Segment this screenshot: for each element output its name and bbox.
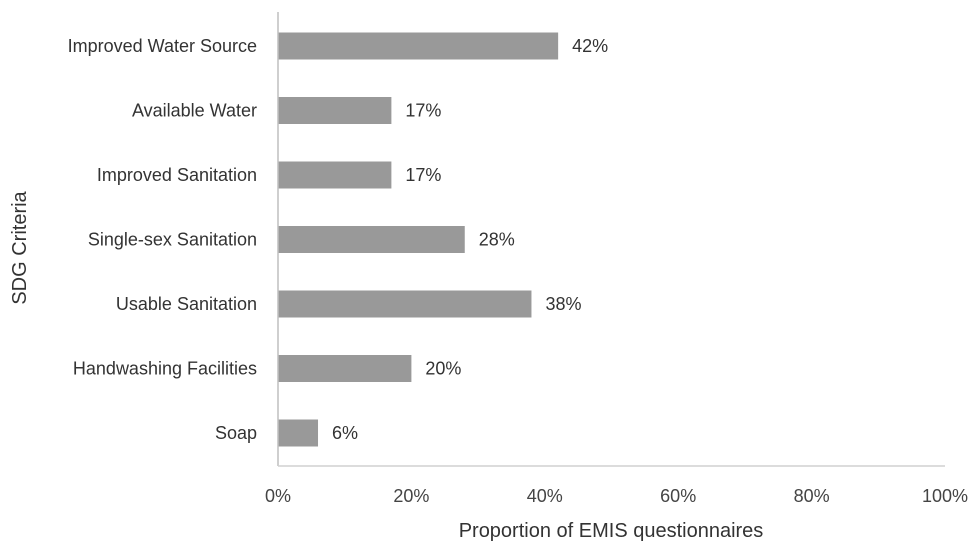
data-label: 20% — [425, 359, 461, 379]
x-tick-label: 40% — [527, 486, 563, 506]
bar — [278, 161, 392, 189]
data-label: 42% — [572, 36, 608, 56]
x-tick-label: 80% — [794, 486, 830, 506]
x-tick-labels: 0% 20% 40% 60% 80% 100% — [265, 486, 968, 506]
category-label: Single-sex Sanitation — [88, 230, 257, 250]
x-axis-title: Proportion of EMIS questionnaires — [459, 520, 764, 542]
x-tick-label: 20% — [393, 486, 429, 506]
category-label: Usable Sanitation — [116, 294, 257, 314]
y-axis-title: SDG Criteria — [9, 190, 31, 304]
bar — [278, 419, 319, 447]
data-label: 38% — [545, 294, 581, 314]
x-tick-label: 100% — [922, 486, 968, 506]
data-label: 6% — [332, 423, 358, 443]
category-label: Soap — [215, 423, 257, 443]
data-labels: 42% 17% 17% 28% 38% 20% 6% — [332, 36, 608, 443]
category-label: Handwashing Facilities — [73, 359, 257, 379]
bars-layer — [278, 32, 559, 447]
bar — [278, 355, 412, 382]
data-label: 28% — [479, 230, 515, 250]
bar — [278, 290, 532, 318]
data-label: 17% — [405, 165, 441, 185]
category-labels: Improved Water Source Available Water Impr… — [68, 36, 257, 443]
x-tick-label: 60% — [660, 486, 696, 506]
bar — [278, 226, 465, 253]
data-label: 17% — [405, 101, 441, 121]
category-label: Improved Water Source — [68, 36, 257, 56]
bar — [278, 32, 559, 60]
x-tick-label: 0% — [265, 486, 291, 506]
bar — [278, 97, 392, 124]
category-label: Improved Sanitation — [97, 165, 257, 185]
category-label: Available Water — [132, 101, 257, 121]
